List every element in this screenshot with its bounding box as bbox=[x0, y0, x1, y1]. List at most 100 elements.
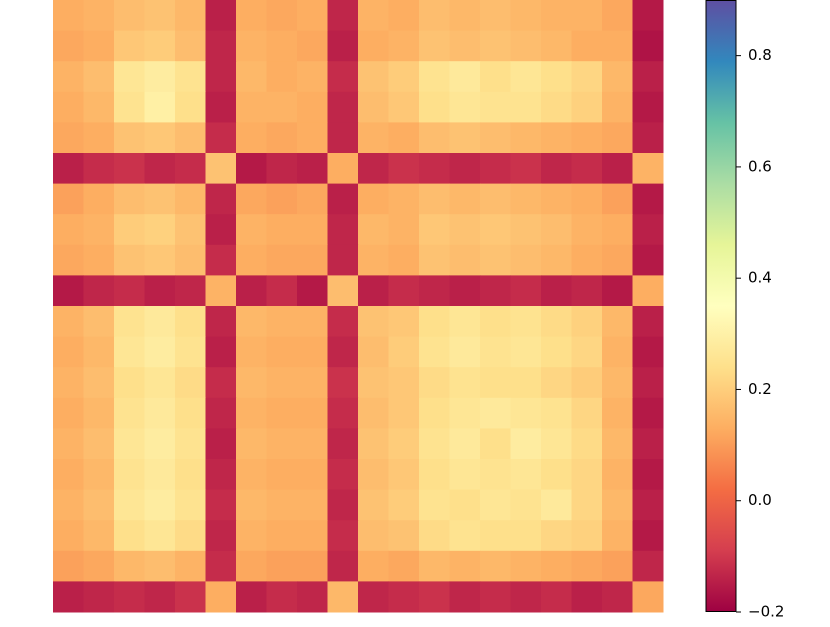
heatmap-cell bbox=[266, 122, 298, 154]
heatmap-cell bbox=[53, 214, 84, 246]
heatmap-cell bbox=[266, 0, 298, 32]
heatmap-cell bbox=[541, 397, 572, 429]
heatmap-cell bbox=[541, 428, 572, 460]
heatmap-cell bbox=[175, 153, 206, 185]
heatmap-cell bbox=[327, 214, 359, 246]
heatmap-cell bbox=[327, 397, 359, 429]
heatmap-cell bbox=[602, 489, 633, 521]
heatmap-cell bbox=[236, 244, 267, 276]
heatmap-cell bbox=[114, 30, 145, 62]
heatmap-cell bbox=[266, 30, 298, 62]
heatmap-cell bbox=[175, 459, 206, 491]
heatmap-cell bbox=[571, 183, 603, 215]
heatmap-cell bbox=[449, 122, 481, 154]
heatmap-cell bbox=[480, 581, 511, 613]
heatmap-cell bbox=[236, 367, 267, 399]
heatmap-cell bbox=[144, 550, 176, 582]
heatmap-cell bbox=[510, 489, 542, 521]
heatmap-cell bbox=[114, 367, 145, 399]
heatmap-cell bbox=[358, 397, 389, 429]
heatmap-cell bbox=[175, 336, 206, 368]
heatmap-cell bbox=[53, 0, 84, 32]
heatmap-cell bbox=[571, 459, 603, 491]
heatmap-cell bbox=[236, 122, 267, 154]
heatmap-cell bbox=[114, 244, 145, 276]
heatmap-cell bbox=[144, 214, 176, 246]
heatmap-cell bbox=[175, 581, 206, 613]
heatmap-cell bbox=[144, 91, 176, 123]
heatmap-cell bbox=[114, 550, 145, 582]
heatmap-cell bbox=[510, 581, 542, 613]
heatmap-cell bbox=[53, 459, 84, 491]
heatmap-cell bbox=[266, 153, 298, 185]
heatmap-cell bbox=[327, 428, 359, 460]
heatmap-cell bbox=[53, 244, 84, 276]
heatmap-cell bbox=[205, 183, 237, 215]
heatmap-cell bbox=[266, 275, 298, 307]
heatmap-cell bbox=[297, 244, 328, 276]
colorbar-tick-label: 0.6 bbox=[748, 157, 772, 175]
heatmap-cell bbox=[327, 306, 359, 338]
heatmap-cell bbox=[53, 91, 84, 123]
heatmap-cell bbox=[358, 122, 389, 154]
heatmap-cell bbox=[83, 244, 115, 276]
heatmap-cell bbox=[541, 550, 572, 582]
heatmap-cell bbox=[144, 367, 176, 399]
heatmap-cell bbox=[266, 397, 298, 429]
heatmap-cell bbox=[236, 153, 267, 185]
heatmap-cell bbox=[144, 489, 176, 521]
heatmap-cell bbox=[602, 428, 633, 460]
heatmap-cell bbox=[266, 214, 298, 246]
heatmap-cell bbox=[510, 214, 542, 246]
heatmap-cell bbox=[632, 91, 664, 123]
heatmap-cell bbox=[297, 183, 328, 215]
heatmap-cell bbox=[175, 520, 206, 552]
heatmap-cell bbox=[327, 367, 359, 399]
heatmap-cell bbox=[419, 91, 450, 123]
heatmap-cell bbox=[388, 489, 420, 521]
heatmap-cell bbox=[541, 489, 572, 521]
heatmap-cell bbox=[266, 306, 298, 338]
heatmap-cell bbox=[480, 0, 511, 32]
heatmap-cell bbox=[510, 91, 542, 123]
heatmap-cell bbox=[632, 61, 664, 93]
heatmap-cell bbox=[388, 459, 420, 491]
heatmap-cell bbox=[175, 214, 206, 246]
heatmap-cell bbox=[327, 459, 359, 491]
heatmap-cell bbox=[53, 489, 84, 521]
heatmap-cell bbox=[632, 122, 664, 154]
heatmap-cell bbox=[114, 214, 145, 246]
heatmap-cell bbox=[297, 489, 328, 521]
heatmap-cell bbox=[510, 550, 542, 582]
heatmap-cell bbox=[83, 397, 115, 429]
heatmap-cell bbox=[449, 30, 481, 62]
heatmap-cell bbox=[327, 581, 359, 613]
heatmap-cell bbox=[449, 244, 481, 276]
heatmap-cell bbox=[327, 183, 359, 215]
heatmap-cell bbox=[53, 275, 84, 307]
heatmap-cell bbox=[632, 520, 664, 552]
heatmap-cell bbox=[53, 520, 84, 552]
heatmap-cell bbox=[358, 214, 389, 246]
heatmap-cell bbox=[205, 367, 237, 399]
heatmap-cell bbox=[602, 244, 633, 276]
heatmap-cell bbox=[266, 61, 298, 93]
heatmap-cell bbox=[510, 306, 542, 338]
heatmap-cell bbox=[144, 581, 176, 613]
heatmap-cell bbox=[541, 61, 572, 93]
heatmap-cell bbox=[602, 581, 633, 613]
heatmap-cell bbox=[449, 336, 481, 368]
heatmap-cell bbox=[144, 428, 176, 460]
heatmap-cell bbox=[175, 397, 206, 429]
heatmap-cell bbox=[144, 397, 176, 429]
heatmap-cell bbox=[480, 397, 511, 429]
heatmap-cell bbox=[449, 397, 481, 429]
heatmap-cell bbox=[602, 306, 633, 338]
heatmap-cell bbox=[205, 244, 237, 276]
heatmap-cell bbox=[175, 489, 206, 521]
heatmap-cell bbox=[449, 520, 481, 552]
heatmap-cell bbox=[144, 153, 176, 185]
heatmap-cell bbox=[297, 306, 328, 338]
heatmap-cell bbox=[419, 30, 450, 62]
